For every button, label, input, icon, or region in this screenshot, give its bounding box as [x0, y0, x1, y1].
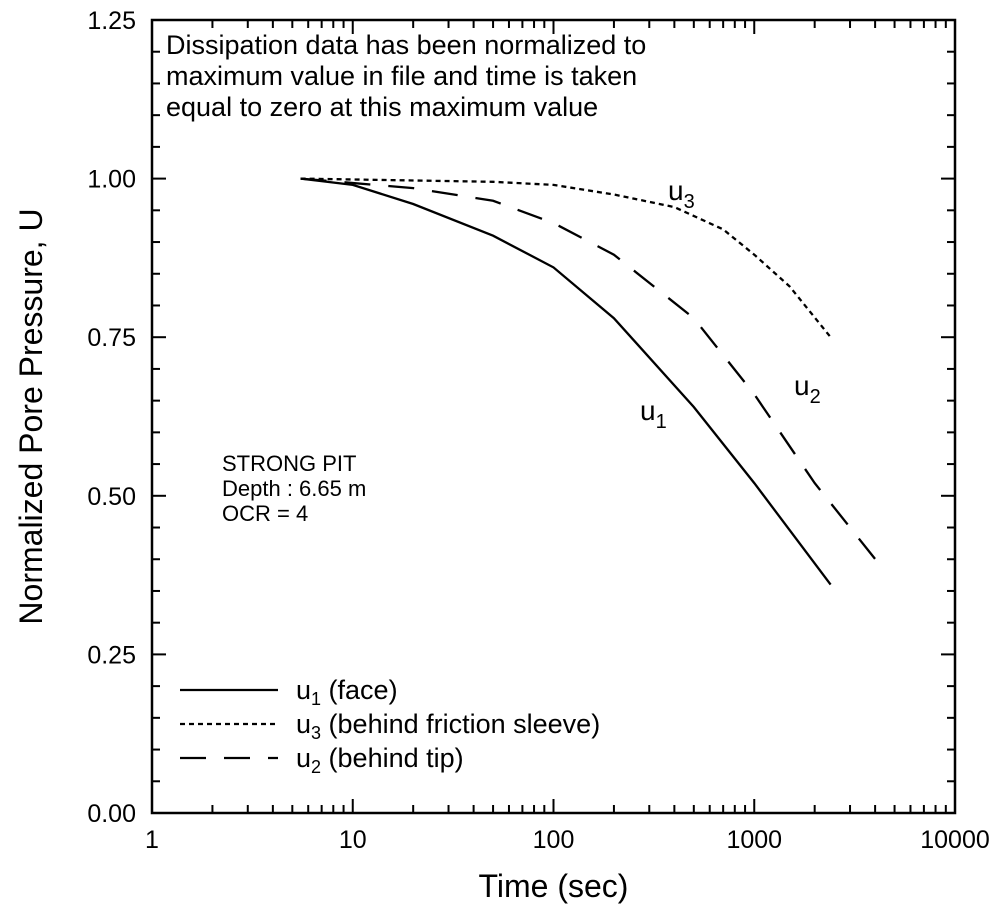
x-tick-label: 10 — [339, 826, 367, 854]
x-axis-label: Time (sec) — [479, 868, 629, 904]
site-info-line: Depth : 6.65 m — [222, 476, 366, 501]
x-tick-label: 1 — [145, 826, 159, 854]
plot-frame — [150, 18, 957, 815]
y-tick-label: 0.00 — [87, 800, 136, 828]
y-tick-label: 0.75 — [87, 324, 136, 352]
x-tick-label: 10000 — [920, 826, 990, 854]
legend-label-u3: u3 (behind friction sleeve) — [296, 709, 600, 743]
y-tick-label: 1.25 — [87, 7, 136, 35]
y-tick-label: 0.25 — [87, 641, 136, 669]
curve-label-u2: u2 — [794, 370, 821, 408]
series-line-u1 — [300, 177, 832, 586]
site-info-line: OCR = 4 — [222, 501, 308, 526]
legend-label-u1: u1 (face) — [296, 675, 398, 709]
legend-label-u2: u2 (behind tip) — [296, 743, 464, 777]
y-axis-label: Normalized Pore Pressure, U — [13, 208, 49, 624]
curve-label-u3: u3 — [668, 175, 695, 213]
y-tick-label: 1.00 — [87, 166, 136, 194]
x-tick-label: 1000 — [726, 826, 782, 854]
curve-label-u1: u1 — [640, 395, 667, 433]
annotation-line: Dissipation data has been normalized to — [166, 30, 646, 60]
y-tick-label: 0.50 — [87, 483, 136, 511]
site-info-line: STRONG PIT — [222, 451, 356, 476]
x-tick-label: 100 — [533, 826, 575, 854]
series-line-u2 — [300, 177, 887, 573]
annotation-line: maximum value in file and time is taken — [166, 61, 637, 91]
series-line-u3 — [300, 177, 832, 338]
annotation-line: equal to zero at this maximum value — [166, 92, 598, 122]
